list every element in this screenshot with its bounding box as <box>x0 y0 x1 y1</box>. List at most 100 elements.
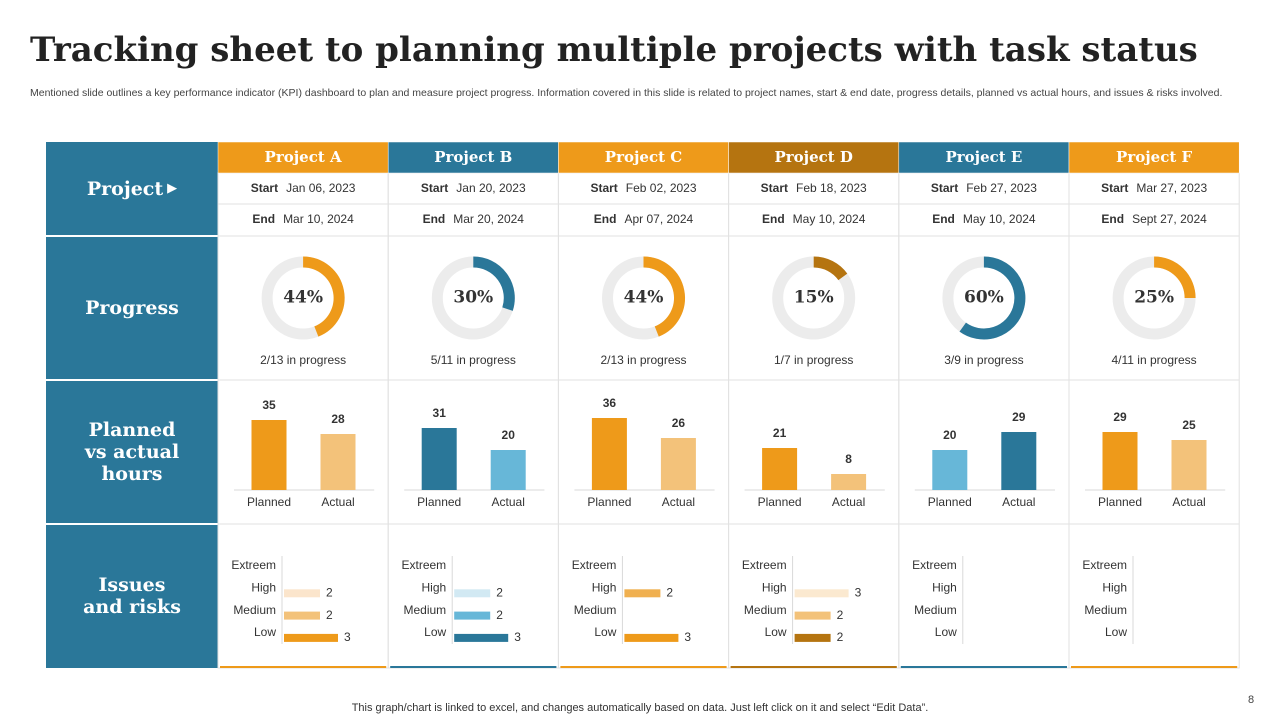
subtitle: Mentioned slide outlines a key performan… <box>30 87 1223 99</box>
risk-value: 3 <box>514 630 521 644</box>
project-name: Project B <box>434 148 512 166</box>
date-label: End <box>423 212 446 226</box>
risk-level: Extreem <box>231 558 276 572</box>
date-line: End Mar 10, 2024 <box>252 212 354 226</box>
hours-bar <box>932 450 968 490</box>
risk-value: 2 <box>326 585 333 599</box>
project-name: Project F <box>1116 148 1192 166</box>
date-label: End <box>252 212 275 226</box>
date-label: Start <box>421 181 448 195</box>
date-line: End May 10, 2024 <box>762 212 866 226</box>
donut-arc <box>959 256 1026 340</box>
date-line: Start Feb 27, 2023 <box>931 181 1037 195</box>
risk-level: Extreem <box>572 558 617 572</box>
date-value: Jan 20, 2023 <box>456 181 526 195</box>
date-value: Apr 07, 2024 <box>624 212 693 226</box>
risk-level: High <box>932 580 957 594</box>
hours-category: Planned <box>587 495 631 509</box>
risk-level: Low <box>424 625 446 639</box>
column-strip <box>900 666 1067 668</box>
label-column <box>46 142 218 668</box>
date-label: End <box>1101 212 1124 226</box>
hours-value: 29 <box>1113 410 1127 424</box>
project-name: Project E <box>945 148 1022 166</box>
cell-border <box>1068 172 1240 669</box>
hours-category: Actual <box>1002 495 1035 509</box>
date-label: End <box>762 212 785 226</box>
risk-level: Low <box>594 625 616 639</box>
progress-text: 1/7 in progress <box>774 353 853 367</box>
cell-border <box>898 172 1070 669</box>
risk-bar <box>454 589 491 598</box>
date-label: End <box>932 212 955 226</box>
risk-value: 3 <box>344 630 351 644</box>
hours-bar <box>1102 432 1138 490</box>
date-value: Jan 06, 2023 <box>286 181 356 195</box>
hours-value: 35 <box>262 398 276 412</box>
hours-bar <box>490 450 526 490</box>
date-label: Start <box>1101 181 1128 195</box>
date-value: Feb 27, 2023 <box>966 181 1037 195</box>
progress-text: 3/9 in progress <box>944 353 1023 367</box>
donut-label: 30% <box>453 288 493 308</box>
hours-bar <box>421 428 457 490</box>
hours-bar <box>831 474 867 490</box>
donut-label: 44% <box>283 288 323 308</box>
project-name: Project D <box>774 148 852 166</box>
risk-bar <box>284 633 338 642</box>
hours-category: Planned <box>247 495 291 509</box>
risk-level: Medium <box>404 603 447 617</box>
progress-text: 2/13 in progress <box>260 353 346 367</box>
donut-arc <box>813 256 848 281</box>
hours-category: Planned <box>417 495 461 509</box>
hours-category: Actual <box>662 495 695 509</box>
donut-label: 25% <box>1134 288 1174 308</box>
date-line: Start Mar 27, 2023 <box>1101 181 1207 195</box>
date-value: Feb 02, 2023 <box>626 181 697 195</box>
project-header <box>728 141 900 174</box>
progress-text: 5/11 in progress <box>431 353 516 367</box>
hours-bar <box>320 434 356 490</box>
date-line: End Mar 20, 2024 <box>423 212 525 226</box>
date-line: End Apr 07, 2024 <box>594 212 694 226</box>
risk-bar <box>454 633 509 642</box>
project-header <box>898 141 1070 174</box>
page-number: 8 <box>1248 694 1255 706</box>
risk-level: Extreem <box>912 558 957 572</box>
hours-category: Planned <box>758 495 802 509</box>
hours-bar <box>591 418 627 490</box>
hours-value: 26 <box>672 416 686 430</box>
donut-label: 60% <box>964 288 1004 308</box>
risk-level: Medium <box>1084 603 1127 617</box>
risk-bar <box>624 589 661 598</box>
hours-value: 20 <box>943 428 957 442</box>
date-label: Start <box>761 181 788 195</box>
hours-bar <box>251 420 287 490</box>
progress-text: 2/13 in progress <box>600 353 686 367</box>
date-line: Start Feb 18, 2023 <box>761 181 867 195</box>
risk-bar <box>794 633 831 642</box>
hours-category: Actual <box>321 495 354 509</box>
risk-value: 2 <box>496 585 503 599</box>
risk-bar <box>284 611 320 620</box>
risk-value: 3 <box>684 630 691 644</box>
risk-level: Medium <box>744 603 787 617</box>
hours-category: Planned <box>928 495 972 509</box>
risk-level: Low <box>765 625 787 639</box>
row-label-wrap: Project ▶ <box>86 178 178 200</box>
risk-bar <box>794 611 831 620</box>
risk-value: 2 <box>326 608 333 622</box>
column-strip <box>1071 666 1238 668</box>
risk-level: Low <box>935 625 957 639</box>
row-label: Planned vs actual hours <box>84 419 180 485</box>
risk-value: 3 <box>855 585 862 599</box>
risk-bar <box>454 611 491 620</box>
date-line: Start Feb 02, 2023 <box>590 181 696 195</box>
risk-level: Extreem <box>742 558 787 572</box>
date-label: Start <box>931 181 958 195</box>
risk-value: 2 <box>837 608 844 622</box>
risk-level: High <box>422 580 447 594</box>
date-value: May 10, 2024 <box>963 212 1036 226</box>
risk-level: High <box>762 580 787 594</box>
risk-level: High <box>1102 580 1127 594</box>
